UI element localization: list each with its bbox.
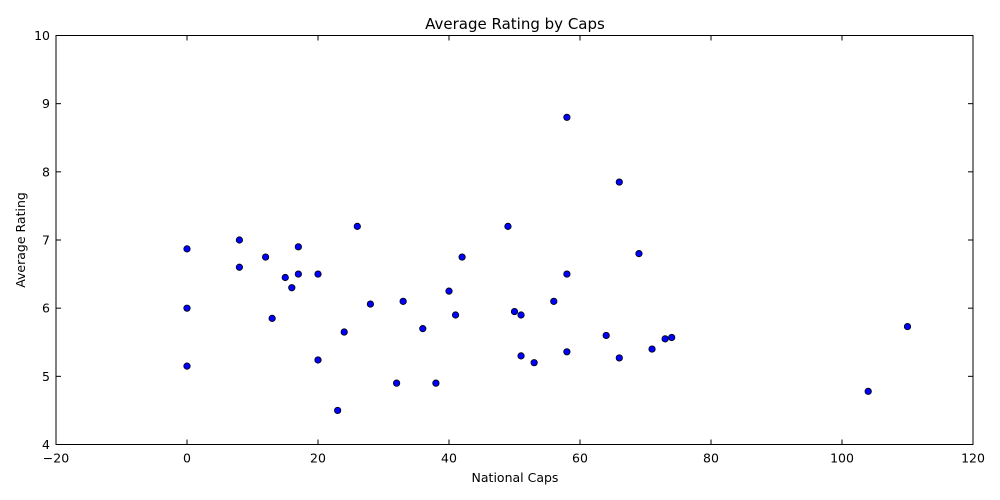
data-point-17 bbox=[392, 379, 401, 387]
x-tick-label: 80 bbox=[703, 451, 719, 466]
data-point-40 bbox=[864, 387, 872, 395]
x-tick-label: 100 bbox=[830, 451, 854, 466]
data-point-36 bbox=[635, 250, 643, 258]
data-point-27 bbox=[517, 352, 525, 360]
data-point-0 bbox=[183, 245, 191, 253]
y-tick-label: 7 bbox=[42, 233, 50, 248]
data-point-8 bbox=[288, 284, 296, 292]
data-point-1 bbox=[183, 304, 191, 312]
data-point-34 bbox=[615, 178, 623, 186]
data-point-14 bbox=[340, 328, 348, 336]
data-point-39 bbox=[668, 333, 676, 342]
x-axis-label: National Caps bbox=[472, 470, 559, 485]
data-point-3 bbox=[235, 236, 243, 244]
data-point-10 bbox=[294, 270, 302, 278]
data-point-30 bbox=[563, 113, 571, 121]
y-tick-label: 9 bbox=[42, 96, 50, 111]
y-axis-label: Average Rating bbox=[13, 192, 28, 288]
data-point-31 bbox=[563, 270, 571, 278]
x-tick-label: −20 bbox=[43, 451, 69, 466]
data-point-23 bbox=[458, 253, 466, 261]
x-tick-label: 60 bbox=[572, 451, 588, 466]
points-layer bbox=[183, 113, 912, 415]
data-point-7 bbox=[281, 273, 289, 282]
data-point-33 bbox=[602, 331, 610, 340]
data-point-22 bbox=[451, 311, 460, 319]
data-point-41 bbox=[903, 322, 912, 331]
data-point-12 bbox=[314, 356, 322, 364]
y-tick-label: 8 bbox=[42, 164, 50, 179]
data-point-13 bbox=[334, 406, 342, 415]
data-point-16 bbox=[366, 300, 374, 308]
x-tick-label: 20 bbox=[310, 451, 326, 466]
data-point-9 bbox=[294, 243, 302, 251]
data-point-6 bbox=[268, 314, 276, 322]
data-point-5 bbox=[261, 253, 270, 261]
x-tick-label: 0 bbox=[183, 451, 191, 466]
data-point-25 bbox=[510, 307, 519, 316]
x-tick-label: 120 bbox=[961, 451, 985, 466]
data-point-18 bbox=[399, 297, 407, 305]
data-point-28 bbox=[530, 359, 538, 367]
data-point-21 bbox=[445, 287, 453, 295]
data-point-32 bbox=[563, 348, 571, 356]
data-point-35 bbox=[615, 354, 623, 362]
data-point-26 bbox=[517, 311, 525, 319]
data-point-24 bbox=[504, 222, 512, 230]
data-point-2 bbox=[183, 362, 191, 370]
data-point-15 bbox=[353, 222, 361, 230]
data-point-11 bbox=[314, 270, 322, 278]
data-point-4 bbox=[235, 263, 243, 271]
ticks-layer: −20 0 20 40 60 80 100 120 4 5 6 7 8 9 10 bbox=[34, 28, 985, 466]
data-point-19 bbox=[419, 325, 427, 333]
y-tick-label: 10 bbox=[34, 28, 50, 43]
data-point-38 bbox=[661, 335, 669, 343]
data-point-20 bbox=[432, 379, 440, 387]
data-point-29 bbox=[550, 297, 558, 305]
y-tick-label: 5 bbox=[42, 369, 50, 384]
plot-frame bbox=[55, 35, 974, 445]
chart-title: Average Rating by Caps bbox=[425, 15, 605, 33]
y-tick-label: 4 bbox=[42, 437, 50, 452]
data-point-37 bbox=[648, 345, 656, 353]
y-tick-label: 6 bbox=[42, 301, 50, 316]
x-tick-label: 40 bbox=[441, 451, 457, 466]
